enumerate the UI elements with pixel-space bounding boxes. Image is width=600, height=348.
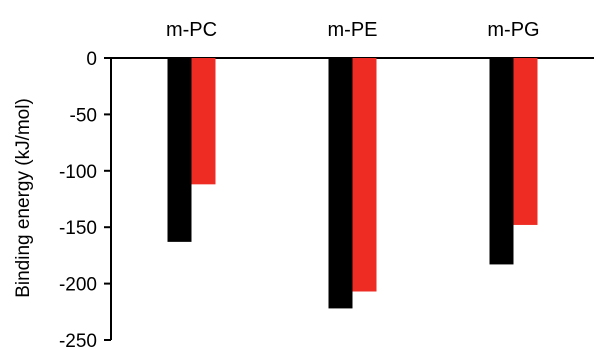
bar-m-pg-series-2 (513, 58, 538, 225)
y-tick-label: -50 (70, 105, 97, 126)
category-label: m-PE (328, 19, 378, 41)
bar-m-pc-series-2 (191, 58, 216, 185)
y-tick-label: -200 (59, 275, 97, 296)
y-tick-label: -150 (59, 218, 97, 239)
y-tick-label: -100 (59, 162, 97, 183)
category-label: m-PC (166, 19, 217, 41)
category-label: m-PG (487, 19, 539, 41)
bar-m-pe-series-1 (328, 58, 353, 309)
y-axis-label: Binding energy (kJ/mol) (13, 98, 34, 298)
y-tick-label: -250 (59, 331, 97, 348)
bar-m-pg-series-1 (489, 58, 514, 265)
bar-m-pc-series-1 (167, 58, 192, 242)
y-tick-label: 0 (86, 49, 97, 70)
bar-m-pe-series-2 (352, 58, 377, 292)
